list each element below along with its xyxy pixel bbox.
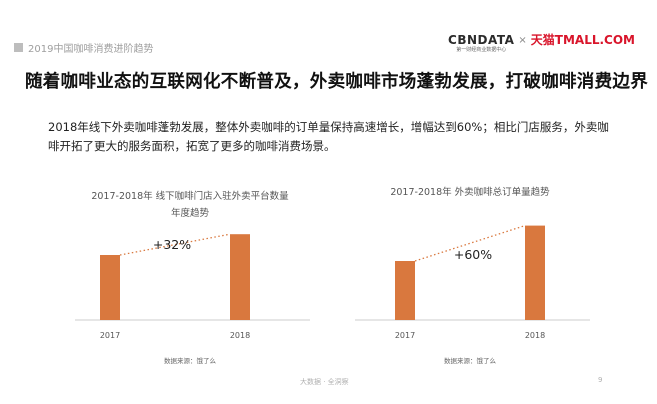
chart-2-trend-line	[414, 224, 526, 262]
chart-1-source-note: 数据来源：饿了么	[164, 356, 217, 365]
cbndata-logo-text: CBNDATA	[448, 33, 515, 47]
cbndata-logo: CBNDATA 第一财经商业数据中心	[448, 34, 514, 54]
chart-2-growth-annotation: +60%	[454, 247, 492, 262]
chart-2-bar-2018	[525, 225, 545, 320]
chart-2-source-note: 数据来源：饿了么	[444, 356, 497, 365]
chart-2-title-line-1: 2017-2018年 外卖咖啡总订单量趋势	[390, 186, 550, 198]
chart-1-title-line-1: 2017-2018年 线下咖啡门店入驻外卖平台数量	[91, 190, 289, 202]
footer-text: 大数据 · 全洞察	[300, 378, 349, 386]
page-headline: 随着咖啡业态的互联网化不断普及，外卖咖啡市场蓬勃发展，打破咖啡消费边界	[25, 72, 648, 92]
section-marker	[14, 43, 23, 52]
section-title: 2019中国咖啡消费进阶趋势	[28, 44, 154, 55]
description-paragraph: 2018年线下外卖咖啡蓬勃发展，整体外卖咖啡的订单量保持高速增长，增幅达到60%…	[48, 120, 609, 153]
chart-1-trend-line	[119, 233, 231, 256]
chart-1-title-line-2: 年度趋势	[171, 207, 210, 219]
chart-1-growth-annotation: +32%	[153, 237, 191, 252]
chart-1-bar-2017	[100, 255, 120, 320]
logo-separator: ×	[518, 35, 527, 46]
page-number: 9	[598, 376, 603, 384]
cbndata-logo-subtitle: 第一财经商业数据中心	[456, 47, 507, 53]
chart-1-x-tick-label: 2017	[100, 331, 120, 340]
chart-2-x-tick-label: 2017	[395, 331, 415, 340]
section-header: 2019中国咖啡消费进阶趋势	[14, 40, 153, 55]
chart-1-x-tick-label: 2018	[230, 331, 250, 340]
chart-1-bar-2018	[230, 234, 250, 320]
logo-group: CBNDATA 第一财经商业数据中心 × 天猫TMALL.COM	[448, 34, 635, 54]
chart-2-x-tick-label: 2018	[525, 331, 545, 340]
tmall-logo: 天猫TMALL.COM	[530, 33, 635, 47]
chart-2-bar-2017	[395, 261, 415, 320]
